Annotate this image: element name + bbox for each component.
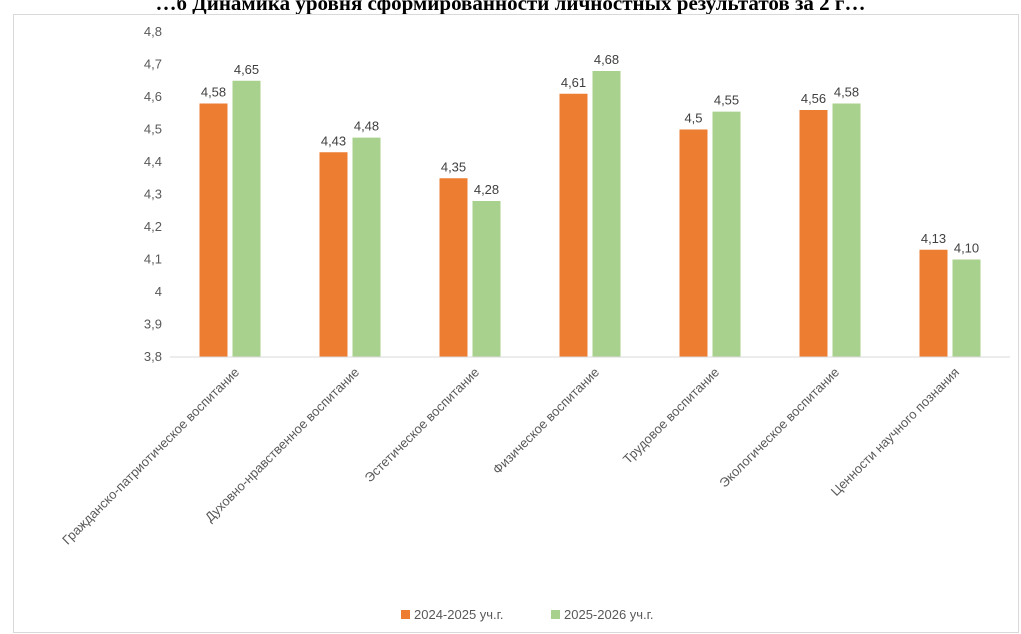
data-label: 4,65 [234, 62, 259, 77]
y-tick-label: 3,8 [144, 349, 162, 364]
x-category-label: Экологическое воспитание [716, 365, 842, 491]
y-tick-label: 4,2 [144, 219, 162, 234]
data-label: 4,58 [201, 85, 226, 100]
bar-2 [592, 71, 621, 357]
data-label: 4,35 [441, 159, 466, 174]
x-category-label: Трудовое воспитание [620, 365, 722, 467]
data-label: 4,48 [354, 119, 379, 134]
chart-frame [13, 14, 1019, 633]
legend-swatch [551, 610, 560, 619]
bar-2 [232, 80, 261, 357]
x-category-label: Физическое воспитание [489, 365, 602, 478]
bar-1 [679, 129, 708, 357]
bar-1 [799, 110, 828, 357]
bar-1 [559, 93, 588, 357]
y-tick-label: 4,6 [144, 89, 162, 104]
data-label: 4,5 [684, 111, 702, 126]
x-category-label: Эстетическое воспитание [362, 365, 483, 486]
bar-2 [832, 103, 861, 357]
data-label: 4,68 [594, 52, 619, 67]
bar-2 [712, 111, 741, 357]
y-tick-label: 3,9 [144, 317, 162, 332]
legend-label: 2025-2026 уч.г. [564, 607, 653, 622]
x-category-label: Ценности научного познания [828, 365, 962, 499]
bar-1 [919, 249, 948, 357]
bar-1 [439, 178, 468, 357]
y-tick-label: 4,4 [144, 154, 162, 169]
bar-2 [352, 137, 381, 357]
data-label: 4,43 [321, 133, 346, 148]
legend-label: 2024-2025 уч.г. [414, 607, 503, 622]
data-label: 4,28 [474, 182, 499, 197]
bar-1 [199, 103, 228, 357]
bar-2 [472, 201, 501, 357]
bar-1 [319, 152, 348, 357]
y-tick-label: 4 [155, 284, 162, 299]
legend-swatch [401, 610, 410, 619]
data-label: 4,56 [801, 91, 826, 106]
data-label: 4,58 [834, 85, 859, 100]
y-tick-label: 4,5 [144, 122, 162, 137]
y-tick-label: 4,3 [144, 187, 162, 202]
bar-2 [952, 259, 981, 357]
data-label: 4,61 [561, 75, 586, 90]
y-tick-label: 4,8 [144, 24, 162, 39]
data-label: 4,10 [954, 241, 979, 256]
y-tick-label: 4,7 [144, 57, 162, 72]
data-label: 4,55 [714, 93, 739, 108]
data-label: 4,13 [921, 231, 946, 246]
chart-title: …б Динамика уровня сформированности личн… [155, 0, 866, 15]
y-tick-label: 4,1 [144, 252, 162, 267]
